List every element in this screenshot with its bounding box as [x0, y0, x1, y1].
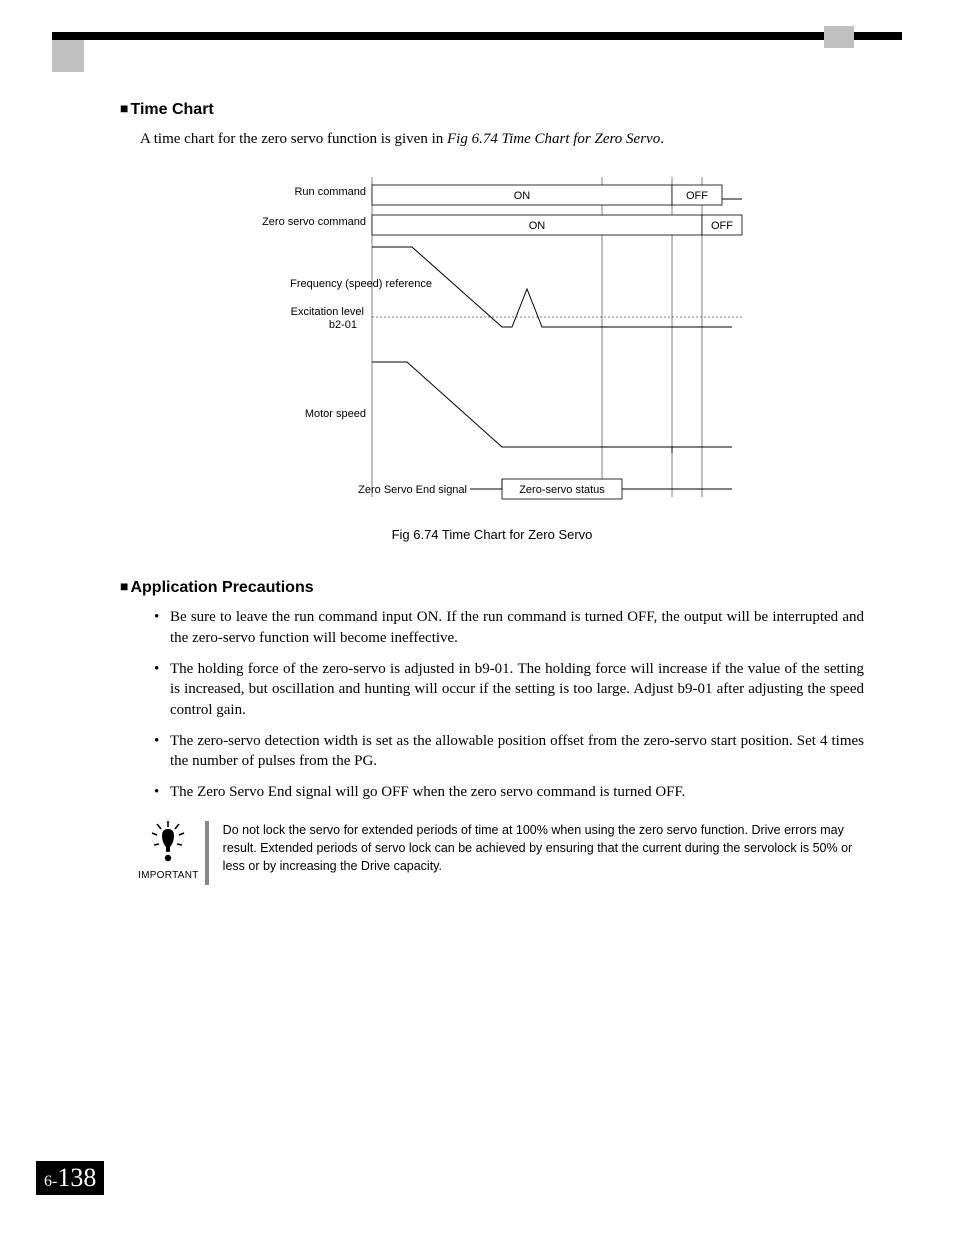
exclamation-icon [145, 821, 191, 863]
figure-6-74: Run command ON OFF Zero servo command ON OFF F… [120, 167, 864, 517]
square-bullet-icon: ■ [120, 578, 128, 594]
page-footer: 6-138 [36, 1161, 104, 1195]
precautions-list: Be sure to leave the run command input O… [154, 607, 864, 803]
section-title-text: Application Precautions [130, 579, 313, 596]
chapter-number: 6 [44, 1173, 52, 1190]
svg-text:Frequency (speed) reference: Frequency (speed) reference [290, 278, 432, 290]
intro-post: . [660, 131, 664, 147]
svg-text:OFF: OFF [686, 190, 708, 202]
header-rule-notch [824, 26, 854, 48]
intro-ref: Fig 6.74 Time Chart for Zero Servo [447, 131, 660, 147]
section-title-text: Time Chart [130, 101, 213, 118]
important-text: Do not lock the servo for extended perio… [223, 821, 864, 875]
list-item: The Zero Servo End signal will go OFF wh… [154, 782, 864, 803]
intro-pre: A time chart for the zero servo function… [140, 131, 447, 147]
svg-text:OFF: OFF [711, 220, 733, 232]
svg-text:ON: ON [529, 220, 546, 232]
svg-text:Zero-servo status: Zero-servo status [519, 484, 605, 496]
svg-text:Zero servo command: Zero servo command [262, 216, 366, 228]
list-item: The zero-servo detection width is set as… [154, 731, 864, 772]
section-precautions-title: ■Application Precautions [120, 578, 864, 597]
important-icon-block: IMPORTANT [138, 821, 209, 885]
page-body: ■Time Chart A time chart for the zero se… [120, 100, 864, 885]
svg-text:Motor speed: Motor speed [305, 408, 366, 420]
list-item: Be sure to leave the run command input O… [154, 607, 864, 648]
important-note: IMPORTANT Do not lock the servo for exte… [138, 821, 864, 885]
page-number: 138 [57, 1163, 96, 1192]
important-label: IMPORTANT [138, 870, 199, 881]
timing-chart: Run command ON OFF Zero servo command ON OFF F… [232, 167, 752, 517]
square-bullet-icon: ■ [120, 100, 128, 116]
svg-text:b2-01: b2-01 [329, 319, 357, 331]
svg-text:Run command: Run command [294, 186, 366, 198]
section-time-chart-title: ■Time Chart [120, 100, 864, 119]
figure-caption: Fig 6.74 Time Chart for Zero Servo [120, 527, 864, 542]
svg-text:ON: ON [514, 190, 531, 202]
svg-text:Zero Servo End signal: Zero Servo End signal [358, 484, 467, 496]
list-item: The holding force of the zero-servo is a… [154, 659, 864, 721]
header-rule [52, 32, 902, 40]
svg-text:Excitation level: Excitation level [291, 306, 364, 318]
intro-paragraph: A time chart for the zero servo function… [140, 129, 864, 149]
header-square [52, 40, 84, 72]
